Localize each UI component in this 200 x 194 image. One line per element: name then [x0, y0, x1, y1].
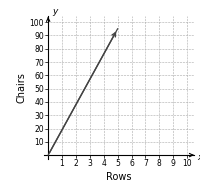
Y-axis label: Chairs: Chairs [17, 72, 27, 103]
Text: x: x [197, 153, 200, 162]
Text: y: y [52, 7, 58, 16]
X-axis label: Rows: Rows [106, 172, 132, 182]
